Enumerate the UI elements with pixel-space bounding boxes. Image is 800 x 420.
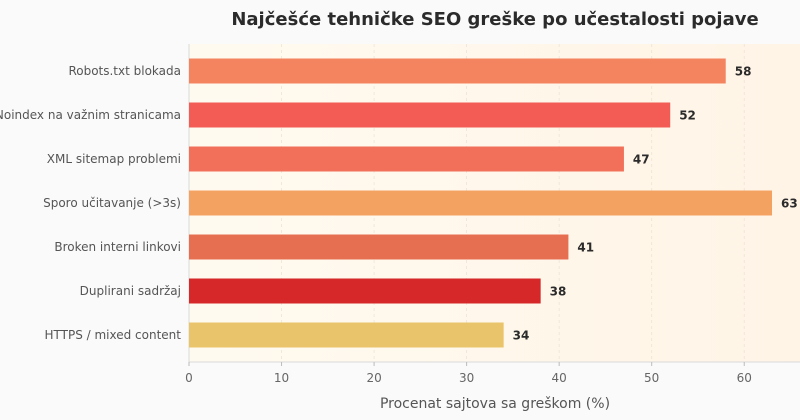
x-tick-labels: 0 10 20 30 40 50 60 (185, 362, 752, 385)
x-tick-label: 10 (274, 371, 289, 385)
bar (189, 102, 671, 128)
value-label: 58 (735, 65, 752, 79)
value-label: 47 (633, 153, 650, 167)
category-label: XML sitemap problemi (47, 152, 181, 166)
x-tick-label: 40 (552, 371, 567, 385)
bars (189, 58, 772, 348)
bar (189, 322, 504, 348)
grid-lines (281, 44, 745, 362)
category-labels: Robots.txt blokada Noindex na važnim stra… (0, 64, 181, 342)
x-tick-label: 60 (737, 371, 752, 385)
bar (189, 234, 569, 260)
x-tick-label: 50 (644, 371, 659, 385)
value-label: 34 (513, 329, 530, 343)
bar (189, 278, 541, 304)
value-label: 52 (679, 109, 696, 123)
x-tick-label: 0 (185, 371, 193, 385)
chart-title: Najčešće tehničke SEO greške po učestalo… (231, 9, 758, 30)
category-label: Robots.txt blokada (68, 64, 181, 78)
bar (189, 146, 624, 172)
category-label: Noindex na važnim stranicama (0, 108, 181, 122)
category-label: Duplirani sadržaj (80, 284, 181, 298)
value-label: 38 (550, 285, 567, 299)
bar (189, 190, 772, 216)
category-label: Sporo učitavanje (>3s) (43, 196, 181, 210)
bar (189, 58, 726, 84)
category-label: Broken interni linkovi (54, 240, 181, 254)
value-labels: 58 52 47 63 41 38 34 (513, 65, 798, 343)
x-tick-label: 30 (459, 371, 474, 385)
x-tick-label: 20 (366, 371, 381, 385)
category-label: HTTPS / mixed content (44, 328, 181, 342)
x-axis-title: Procenat sajtova sa greškom (%) (380, 396, 610, 412)
value-label: 63 (781, 197, 798, 211)
value-label: 41 (577, 241, 594, 255)
